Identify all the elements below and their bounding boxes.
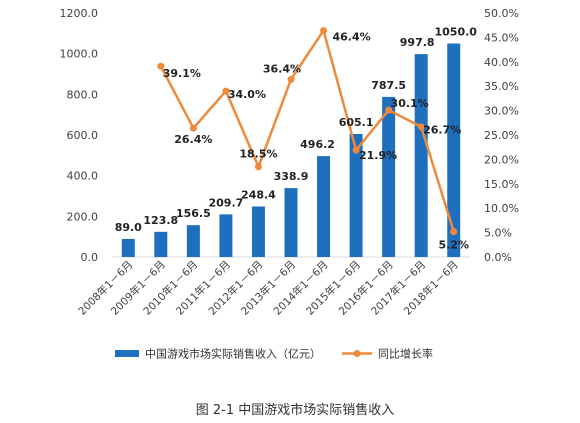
x-category-label: 2016年1－6月 [336, 258, 396, 318]
legend-bar-label: 中国游戏市场实际销售收入（亿元） [145, 347, 321, 361]
revenue-bar [219, 214, 233, 257]
right-tick-label: 45.0% [484, 31, 519, 44]
left-tick-label: 600.0 [67, 129, 99, 142]
right-tick-label: 40.0% [484, 56, 519, 69]
left-tick-label: 400.0 [67, 170, 99, 183]
growth-data-label: 26.4% [174, 133, 212, 146]
legend: 中国游戏市场实际销售收入（亿元） 同比增长率 [115, 347, 433, 361]
left-tick-label: 1200.0 [60, 7, 99, 20]
right-tick-label: 0.0% [484, 251, 512, 264]
x-category-label: 2009年1－6月 [108, 258, 168, 318]
left-y-axis: 0.0 200.0 400.0 600.0 800.0 1000.0 1200.0 [60, 7, 99, 264]
revenue-bars [121, 43, 461, 257]
revenue-bar [251, 206, 265, 257]
revenue-data-label: 787.5 [371, 79, 406, 92]
left-tick-label: 800.0 [67, 88, 99, 101]
growth-data-label: 36.4% [263, 62, 301, 75]
legend-bar-swatch [115, 350, 139, 357]
right-y-axis: 0.0% 5.0% 10.0% 15.0% 20.0% 25.0% 30.0% 35.0% 40… [484, 7, 519, 264]
right-tick-label: 50.0% [484, 7, 519, 20]
revenue-data-label: 89.0 [115, 221, 142, 234]
growth-data-label: 21.9% [359, 149, 397, 162]
x-category-label: 2012年1－6月 [206, 258, 266, 318]
growth-rate-point [254, 163, 262, 171]
revenue-bar [317, 156, 331, 257]
revenue-bar [284, 188, 298, 257]
growth-data-label: 26.7% [423, 124, 461, 137]
growth-rate-line [157, 27, 458, 236]
right-tick-label: 30.0% [484, 105, 519, 118]
growth-rate-point [157, 62, 165, 70]
growth-data-label: 5.2% [438, 239, 469, 252]
left-tick-label: 200.0 [67, 210, 99, 223]
revenue-data-label: 1050.0 [435, 26, 478, 39]
growth-data-label: 39.1% [163, 67, 201, 80]
revenue-bar [414, 54, 428, 257]
revenue-data-label: 997.8 [400, 36, 435, 49]
x-category-label: 2011年1－6月 [173, 258, 233, 318]
growth-rate-point [352, 146, 360, 154]
growth-rate-point [450, 228, 458, 236]
revenue-data-label: 605.1 [339, 116, 374, 129]
growth-rate-point [287, 75, 295, 83]
right-tick-label: 15.0% [484, 178, 519, 191]
x-category-label: 2014年1－6月 [271, 258, 331, 318]
right-tick-label: 25.0% [484, 129, 519, 142]
right-tick-label: 20.0% [484, 153, 519, 166]
left-tick-label: 1000.0 [60, 48, 99, 61]
growth-data-label: 30.1% [391, 97, 429, 110]
growth-rate-point [385, 106, 393, 114]
figure-caption: 图 2-1 中国游戏市场实际销售收入 [196, 402, 395, 418]
x-category-label: 2013年1－6月 [238, 258, 298, 318]
revenue-bar [349, 133, 363, 257]
growth-data-labels: 39.1% 26.4% 34.0% 18.5% 36.4% 46.4% 21.9% 30.1%… [163, 31, 469, 252]
revenue-data-label: 248.4 [241, 188, 276, 201]
x-category-label: 2008年1－6月 [76, 258, 136, 318]
growth-rate-point [222, 87, 230, 95]
legend-line-marker [353, 350, 361, 357]
left-tick-label: 0.0 [81, 251, 99, 264]
growth-rate-polyline [159, 29, 455, 232]
x-category-label: 2015年1－6月 [303, 258, 363, 318]
growth-rate-point [189, 124, 197, 132]
revenue-data-label: 496.2 [300, 138, 335, 151]
legend-line-label: 同比增长率 [378, 347, 433, 361]
revenue-data-label: 338.9 [274, 170, 309, 183]
right-tick-label: 10.0% [484, 202, 519, 215]
revenue-data-label: 123.8 [143, 214, 178, 227]
x-category-label: 2017年1－6月 [368, 258, 428, 318]
revenue-bar [154, 231, 168, 257]
revenue-bar [121, 238, 135, 257]
right-tick-label: 35.0% [484, 80, 519, 93]
growth-data-label: 46.4% [332, 31, 370, 44]
revenue-bar [447, 43, 461, 257]
revenue-bar [186, 225, 200, 257]
x-category-label: 2010年1－6月 [141, 258, 201, 318]
revenue-data-label: 209.7 [209, 196, 244, 209]
x-axis-categories: 2008年1－6月2009年1－6月2010年1－6月2011年1－6月2012… [76, 258, 461, 318]
growth-rate-point [417, 123, 425, 131]
x-category-label: 2018年1－6月 [401, 258, 461, 318]
growth-data-label: 18.5% [239, 148, 277, 161]
revenue-bar [382, 96, 396, 257]
growth-rate-point [320, 27, 328, 35]
right-tick-label: 5.0% [484, 227, 512, 240]
growth-data-label: 34.0% [228, 88, 266, 101]
revenue-data-label: 156.5 [176, 207, 211, 220]
